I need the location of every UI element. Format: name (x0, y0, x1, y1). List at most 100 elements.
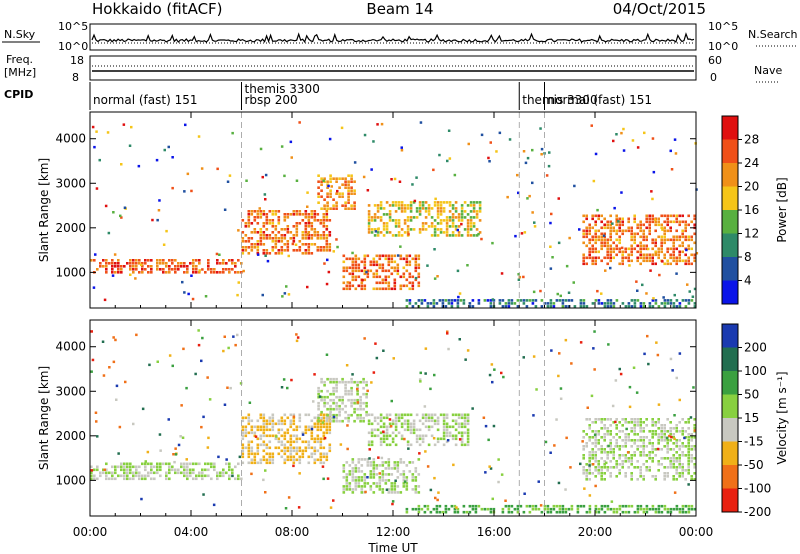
echo-speckle (307, 221, 311, 225)
echo-cell (657, 217, 660, 221)
echo-cell (298, 413, 302, 417)
echo-cell (666, 262, 669, 266)
echo-cell (250, 458, 254, 462)
echo-cell (594, 445, 597, 448)
echo-speckle (691, 295, 695, 298)
echo-cell (693, 466, 696, 469)
echo-cell (313, 458, 317, 462)
echo-cell (466, 234, 470, 237)
echo-cell (687, 299, 691, 302)
echo-cell (329, 413, 332, 417)
echo-cell (93, 468, 96, 472)
echo-cell (606, 457, 609, 460)
echo-cell (369, 260, 373, 264)
echo-cell (325, 228, 329, 231)
echo-cell (456, 510, 460, 514)
echo-speckle (132, 422, 135, 426)
echo-cell (237, 474, 240, 478)
echo-speckle (446, 330, 449, 333)
echo-cell (675, 507, 679, 511)
echo-speckle (533, 221, 536, 224)
echo-speckle (201, 336, 204, 340)
echo-cell (259, 228, 263, 231)
echo-cell (618, 457, 621, 460)
echo-cell (448, 201, 452, 204)
echo-cell (690, 454, 693, 457)
echo-cell (351, 275, 355, 279)
echo-cell (678, 223, 681, 227)
echo-cell (609, 214, 612, 218)
echo-cell (292, 249, 296, 252)
echo-cell (391, 431, 395, 435)
echo-cell (639, 241, 642, 245)
echo-cell (207, 474, 210, 478)
echo-cell (129, 468, 132, 472)
echo-cell (241, 434, 245, 438)
echo-cell (387, 479, 391, 482)
echo-speckle (146, 450, 150, 454)
echo-cell (129, 265, 132, 268)
echo-cell (325, 219, 329, 222)
echo-cell (621, 302, 625, 305)
echo-cell (153, 477, 156, 481)
echo-cell (283, 446, 287, 450)
echo-cell (332, 198, 335, 201)
echo-cell (603, 460, 606, 463)
echo-cell (454, 443, 458, 447)
echo-cell (403, 219, 407, 222)
power-echoes (90, 121, 699, 308)
echo-cell (687, 247, 690, 251)
echo-cell (618, 445, 621, 448)
velocity-y-axis-label: Slant Range [km] (37, 366, 51, 470)
echo-cell (363, 479, 367, 482)
echo-cell (301, 440, 305, 444)
echo-speckle (217, 455, 220, 459)
echo-speckle (592, 347, 595, 350)
nave-tick-bottom: 0 (710, 71, 717, 84)
echo-speckle (91, 125, 95, 129)
echo-cell (690, 478, 693, 481)
echo-cell (382, 425, 386, 429)
echo-cell (427, 204, 431, 207)
echo-cell (690, 247, 693, 251)
echo-speckle (531, 181, 534, 185)
echo-cell (256, 246, 260, 249)
echo-cell (442, 425, 446, 429)
echo-cell (292, 422, 296, 426)
echo-cell (132, 259, 135, 262)
echo-cell (648, 259, 651, 263)
echo-cell (123, 474, 126, 478)
colorbar-swatch (722, 324, 738, 348)
echo-speckle (366, 476, 369, 479)
echo-cell (642, 232, 645, 236)
echo-speckle (612, 139, 615, 143)
echo-speckle (489, 467, 493, 470)
echo-cell (624, 250, 627, 254)
echo-cell (250, 425, 254, 429)
echo-cell (286, 446, 290, 450)
echo-speckle (297, 506, 301, 509)
echo-cell (442, 207, 446, 210)
echo-cell (325, 249, 329, 252)
echo-cell (439, 204, 443, 207)
echo-cell (624, 436, 627, 439)
echo-cell (375, 263, 379, 267)
echo-cell (409, 413, 413, 417)
echo-cell (654, 238, 657, 242)
echo-cell (669, 463, 672, 466)
echo-cell (283, 443, 287, 447)
echo-cell (283, 228, 287, 231)
echo-cell (367, 225, 371, 228)
echo-speckle (370, 168, 373, 171)
echo-cell (639, 262, 642, 266)
echo-cell (552, 305, 556, 308)
echo-cell (367, 440, 371, 444)
echo-cell (600, 475, 603, 478)
echo-cell (135, 468, 138, 472)
echo-cell (256, 231, 260, 234)
echo-speckle (484, 424, 488, 428)
echo-cell (310, 210, 314, 213)
echo-speckle (426, 465, 430, 468)
echo-cell (237, 477, 240, 481)
echo-cell (316, 428, 320, 432)
